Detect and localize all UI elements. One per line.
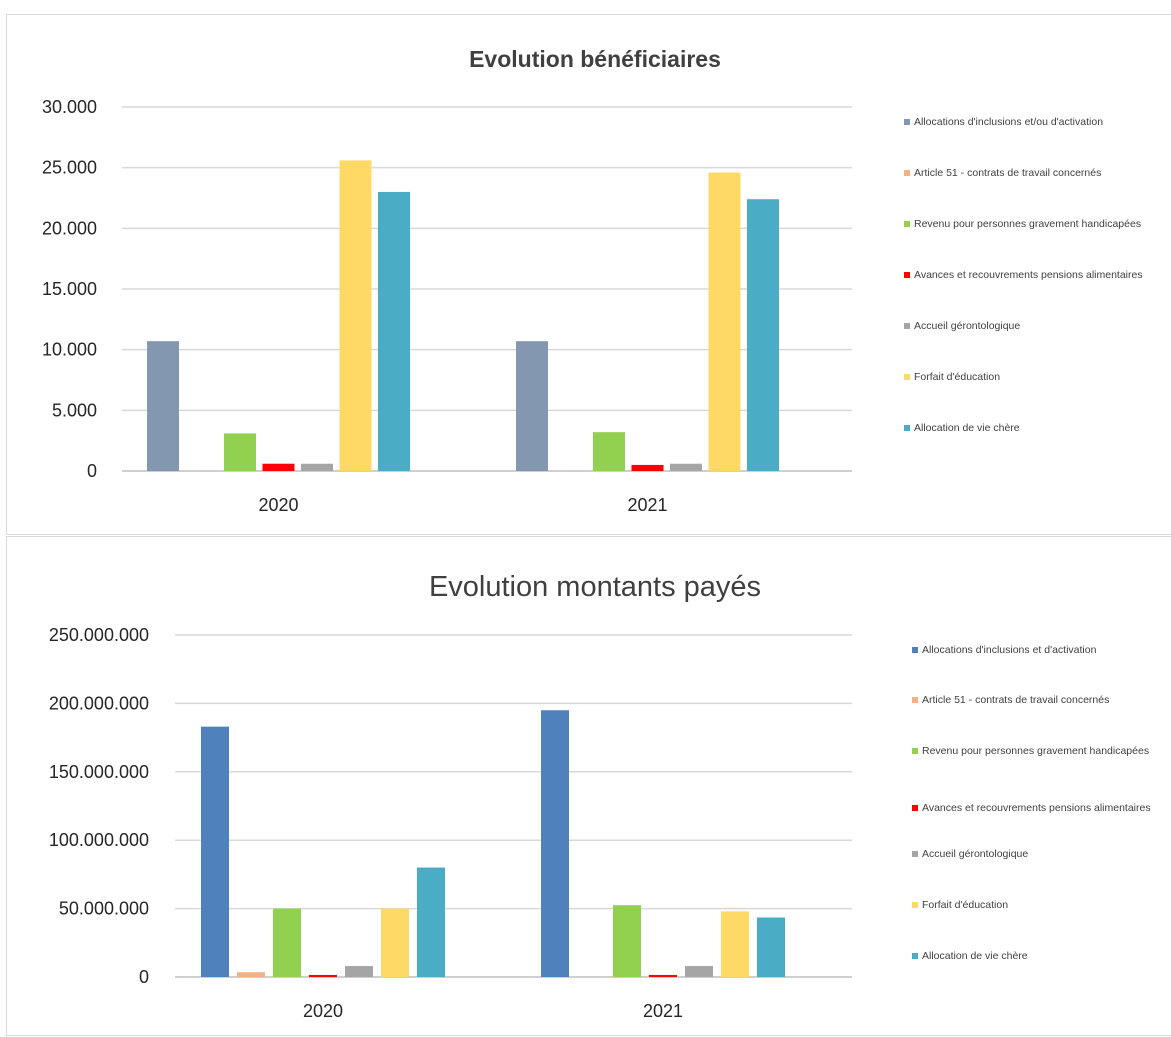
payments-y-tick-label: 200.000.000 — [49, 693, 149, 713]
payments-legend-swatch-forfait-d-education — [912, 902, 918, 908]
beneficiaries-y-tick-label: 30.000 — [42, 97, 97, 117]
payments-bar-forfait-d-education-2021 — [721, 911, 749, 977]
payments-bar-avances-et-recouvrements-pensions-alimentaires-2021 — [649, 974, 677, 977]
payments-bar-avances-et-recouvrements-pensions-alimentaires-2020 — [309, 974, 337, 977]
beneficiaries-legend-label-accueil-gerontologique: Accueil gérontologique — [914, 320, 1020, 332]
payments-bar-forfait-d-education-2020 — [381, 908, 409, 977]
beneficiaries-legend-label-allocation-de-vie-chere: Allocation de vie chère — [914, 422, 1020, 434]
beneficiaries-y-tick-label: 10.000 — [42, 340, 97, 360]
beneficiaries-y-tick-label: 25.000 — [42, 158, 97, 178]
beneficiaries-bar-allocation-de-vie-chere-2020 — [378, 191, 410, 471]
payments-bar-allocations-d-inclusions-et-d-activation-2020 — [201, 726, 229, 977]
payments-x-tick-label: 2020 — [303, 1001, 343, 1021]
payments-legend-label-allocation-de-vie-chere: Allocation de vie chère — [922, 950, 1028, 962]
payments-legend-label-revenu-pour-personnes-gravement-handicapees: Revenu pour personnes gravement handicap… — [922, 745, 1149, 757]
payments-y-tick-label: 150.000.000 — [49, 762, 149, 782]
beneficiaries-chart-title: Evolution bénéficiaires — [469, 46, 721, 72]
beneficiaries-y-tick-label: 0 — [87, 461, 97, 481]
beneficiaries-chart-panel: Evolution bénéficiaires 0 5.000 10.000 15.00… — [6, 14, 1171, 535]
beneficiaries-bar-accueil-gerontologique-2021 — [670, 463, 702, 471]
payments-legend-label-forfait-d-education: Forfait d'éducation — [922, 899, 1008, 911]
beneficiaries-y-tick-label: 15.000 — [42, 279, 97, 299]
payments-legend-swatch-allocation-de-vie-chere — [912, 953, 918, 959]
payments-legend-label-article-51-contrats-de-travail-concernes: Article 51 - contrats de travail concern… — [922, 694, 1109, 706]
beneficiaries-legend-label-revenu-pour-personnes-gravement-handicapees: Revenu pour personnes gravement handicap… — [914, 218, 1141, 230]
beneficiaries-bar-revenu-pour-personnes-gravement-handicapees-2021 — [593, 432, 625, 471]
beneficiaries-y-tick-label: 20.000 — [42, 218, 97, 238]
payments-legend-swatch-revenu-pour-personnes-gravement-handicapees — [912, 748, 918, 754]
payments-legend-swatch-allocations-d-inclusions-et-d-activation — [912, 647, 918, 653]
beneficiaries-legend-swatch-allocation-de-vie-chere — [904, 425, 910, 431]
beneficiaries-chart: Evolution bénéficiaires 0 5.000 10.000 15.00… — [42, 46, 1143, 515]
beneficiaries-legend-label-allocations-d-inclusions-et-ou-d-activation: Allocations d'inclusions et/ou d'activat… — [914, 116, 1103, 128]
payments-x-tick-label: 2021 — [643, 1001, 683, 1021]
payments-y-tick-label: 100.000.000 — [49, 830, 149, 850]
beneficiaries-bar-revenu-pour-personnes-gravement-handicapees-2020 — [224, 433, 256, 471]
payments-bar-accueil-gerontologique-2020 — [345, 966, 373, 977]
beneficiaries-legend-label-avances-et-recouvrements-pensions-alimentaires: Avances et recouvrements pensions alimen… — [914, 269, 1143, 281]
beneficiaries-bar-allocation-de-vie-chere-2021 — [747, 199, 779, 472]
payments-y-tick-label: 250.000.000 — [49, 625, 149, 645]
payments-legend-label-avances-et-recouvrements-pensions-alimentaires: Avances et recouvrements pensions alimen… — [922, 802, 1151, 814]
payments-legend-swatch-avances-et-recouvrements-pensions-alimentaires — [912, 805, 918, 811]
payments-chart-title: Evolution montants payés — [429, 571, 761, 603]
payments-chart-panel: Evolution montants payés 0 50.000.000 100.0… — [6, 536, 1171, 1036]
payments-bar-allocation-de-vie-chere-2021 — [757, 917, 785, 977]
payments-bar-allocations-d-inclusions-et-d-activation-2021 — [541, 710, 569, 977]
beneficiaries-legend-label-article-51-contrats-de-travail-concernes: Article 51 - contrats de travail concern… — [914, 167, 1101, 179]
beneficiaries-bar-avances-et-recouvrements-pensions-alimentaires-2020 — [262, 463, 295, 471]
payments-bar-revenu-pour-personnes-gravement-handicapees-2020 — [273, 908, 301, 977]
payments-legend-label-allocations-d-inclusions-et-d-activation: Allocations d'inclusions et d'activation — [922, 644, 1097, 656]
payments-bar-accueil-gerontologique-2021 — [685, 966, 713, 977]
beneficiaries-bar-allocations-d-inclusions-et-ou-d-activation-2020 — [147, 341, 179, 471]
beneficiaries-legend-swatch-article-51-contrats-de-travail-concernes — [904, 170, 910, 176]
beneficiaries-x-tick-label: 2020 — [258, 495, 298, 515]
beneficiaries-legend-swatch-forfait-d-education — [904, 374, 910, 380]
beneficiaries-y-tick-label: 5.000 — [52, 400, 97, 420]
beneficiaries-legend-swatch-accueil-gerontologique — [904, 323, 910, 329]
payments-y-tick-label: 50.000.000 — [59, 899, 149, 919]
beneficiaries-legend-label-forfait-d-education: Forfait d'éducation — [914, 371, 1000, 383]
beneficiaries-bar-forfait-d-education-2020 — [339, 160, 372, 472]
payments-legend-label-accueil-gerontologique: Accueil gérontologique — [922, 848, 1028, 860]
payments-legend-swatch-accueil-gerontologique — [912, 851, 918, 857]
payments-bar-revenu-pour-personnes-gravement-handicapees-2021 — [613, 905, 641, 977]
beneficiaries-bar-allocations-d-inclusions-et-ou-d-activation-2021 — [516, 341, 548, 471]
payments-bar-allocation-de-vie-chere-2020 — [417, 867, 445, 977]
beneficiaries-bar-avances-et-recouvrements-pensions-alimentaires-2021 — [631, 464, 664, 471]
payments-bar-article-51-contrats-de-travail-concernes-2020 — [237, 972, 265, 977]
payments-chart: Evolution montants payés 0 50.000.000 100.0… — [49, 571, 1151, 1021]
payments-legend-swatch-article-51-contrats-de-travail-concernes — [912, 697, 918, 703]
payments-y-tick-label: 0 — [139, 967, 149, 987]
beneficiaries-legend-swatch-revenu-pour-personnes-gravement-handicapees — [904, 221, 910, 227]
beneficiaries-legend-swatch-avances-et-recouvrements-pensions-alimentaires — [904, 272, 910, 278]
beneficiaries-bar-forfait-d-education-2021 — [708, 172, 741, 471]
beneficiaries-legend-swatch-allocations-d-inclusions-et-ou-d-activation — [904, 119, 910, 125]
beneficiaries-bar-accueil-gerontologique-2020 — [301, 463, 333, 471]
beneficiaries-x-tick-label: 2021 — [627, 495, 667, 515]
